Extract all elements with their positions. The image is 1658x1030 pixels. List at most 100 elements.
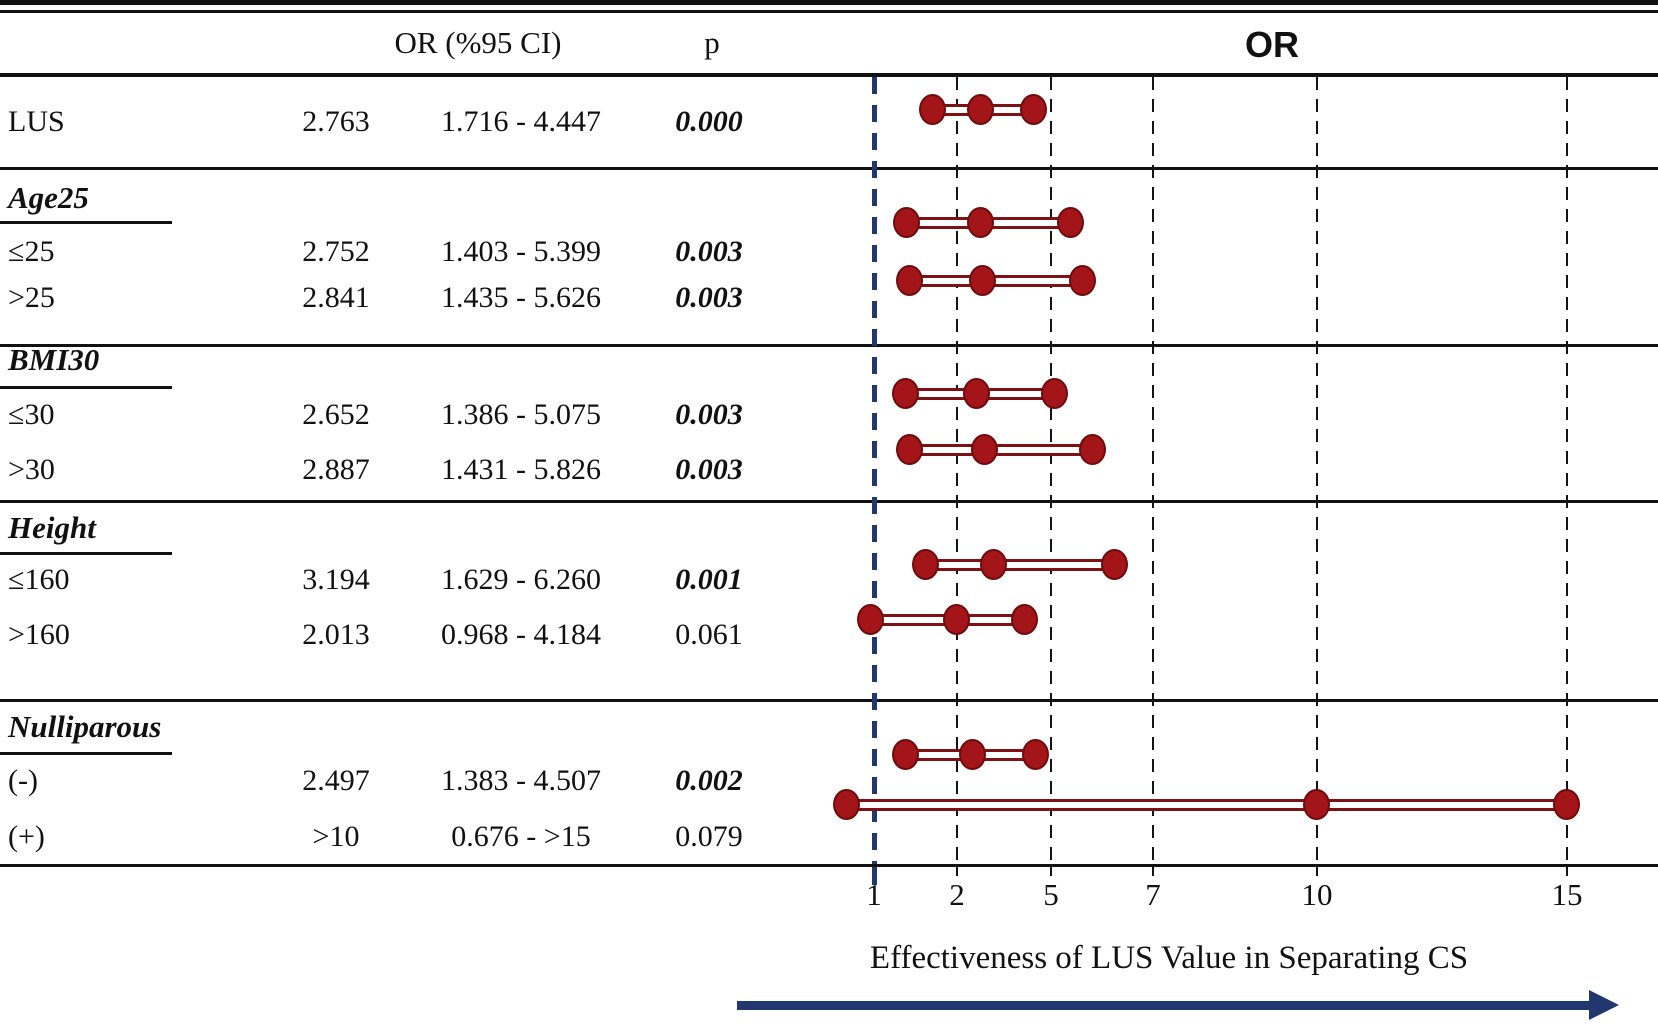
ci-high-marker (1011, 604, 1039, 635)
section-underline (0, 221, 172, 224)
divider-line (0, 167, 1658, 170)
table-row-label: >25 (8, 281, 55, 314)
section-header: Height (8, 510, 96, 545)
section-header: Age25 (8, 180, 89, 215)
table-row-label: (-) (8, 764, 38, 797)
p-value: 0.079 (675, 820, 743, 853)
axis-tick (1050, 864, 1052, 876)
axis-tick (1152, 864, 1154, 876)
or-value: 2.763 (302, 105, 370, 138)
tick-label: 7 (1145, 877, 1161, 912)
ci-low-marker (895, 434, 923, 465)
or-value: 2.652 (302, 398, 370, 431)
ci-low-marker (857, 604, 885, 635)
or-value: 2.841 (302, 281, 370, 314)
ci-high-marker (1021, 739, 1049, 770)
p-value: 0.001 (675, 563, 743, 596)
or-value: 2.497 (302, 764, 370, 797)
top-rule-inner (0, 10, 1658, 13)
top-rule-outer (0, 0, 1658, 5)
gridline (1152, 77, 1154, 864)
table-row-label: >30 (8, 453, 55, 486)
or-marker (943, 604, 971, 635)
gridline (1050, 77, 1052, 864)
ci-value: 1.716 - 4.447 (441, 105, 601, 138)
axis-tick (1566, 864, 1568, 876)
header-rule (0, 73, 1658, 77)
x-axis-line (0, 864, 1658, 867)
tick-label: 10 (1301, 877, 1333, 912)
or-value: 2.752 (302, 235, 370, 268)
p-value: 0.003 (675, 398, 743, 431)
ci-low-marker (891, 739, 919, 770)
ci-high-marker (1101, 549, 1129, 580)
or-marker (969, 265, 997, 296)
tick-label: 5 (1043, 877, 1059, 912)
ci-low-marker (892, 378, 920, 409)
ci-value: 0.968 - 4.184 (441, 618, 601, 651)
gridline (956, 77, 958, 864)
table-row-label: ≤25 (8, 235, 55, 268)
ci-value: 1.403 - 5.399 (441, 235, 601, 268)
reference-line (872, 77, 877, 864)
ci-connector (910, 275, 1083, 287)
section-underline (0, 552, 172, 555)
ci-low-marker (896, 265, 924, 296)
tick-label: 15 (1551, 877, 1583, 912)
section-header: Nulliparous (8, 709, 162, 744)
p-value: 0.002 (675, 764, 743, 797)
ci-high-marker (1079, 434, 1107, 465)
divider-line (0, 344, 1658, 347)
section-underline (0, 386, 172, 389)
ci-value: 1.383 - 4.507 (441, 764, 601, 797)
tick-label: 2 (949, 877, 965, 912)
table-row-label: LUS (8, 105, 65, 138)
ci-connector (847, 799, 1567, 811)
ci-high-marker (1553, 789, 1580, 820)
p-column-header: p (704, 25, 720, 60)
divider-line (0, 500, 1658, 503)
or-value: 2.887 (302, 453, 370, 486)
ci-value: 1.431 - 5.826 (441, 453, 601, 486)
or-marker (958, 739, 986, 770)
ci-connector (909, 444, 1094, 456)
or-marker (966, 207, 994, 238)
arrow-head-icon (1589, 990, 1619, 1020)
gridline (1316, 77, 1318, 864)
axis-tick (956, 864, 958, 876)
ci-connector (926, 559, 1116, 571)
ci-column-header: OR (%95 CI) (394, 25, 562, 60)
x-axis-label: Effectiveness of LUS Value in Separating… (869, 940, 1469, 976)
plot-title: OR (1245, 24, 1299, 65)
ci-value: 1.629 - 6.260 (441, 563, 601, 596)
p-value: 0.003 (675, 235, 743, 268)
or-value: >10 (312, 820, 360, 853)
gridline (1566, 77, 1568, 864)
or-marker (963, 378, 991, 409)
p-value: 0.003 (675, 453, 743, 486)
or-marker (1303, 789, 1330, 820)
tick-label: 1 (866, 877, 882, 912)
ci-value: 1.435 - 5.626 (441, 281, 601, 314)
ci-value: 0.676 - >15 (451, 820, 591, 853)
table-row-label: (+) (8, 820, 45, 853)
ci-value: 1.386 - 5.075 (441, 398, 601, 431)
ci-low-marker (893, 207, 921, 238)
ci-low-marker (919, 94, 947, 125)
ci-low-marker (912, 549, 940, 580)
section-header: BMI30 (8, 342, 100, 377)
ci-high-marker (1040, 378, 1068, 409)
p-value: 0.061 (675, 618, 743, 651)
ci-high-marker (1019, 94, 1047, 125)
or-marker (980, 549, 1008, 580)
p-value: 0.003 (675, 281, 743, 314)
divider-line (0, 699, 1658, 702)
or-marker (966, 94, 994, 125)
reference-line-tick (872, 867, 877, 885)
ci-low-marker (833, 789, 861, 820)
table-row-label: ≤30 (8, 398, 55, 431)
or-marker (970, 434, 998, 465)
section-underline (0, 752, 172, 755)
or-value: 2.013 (302, 618, 370, 651)
